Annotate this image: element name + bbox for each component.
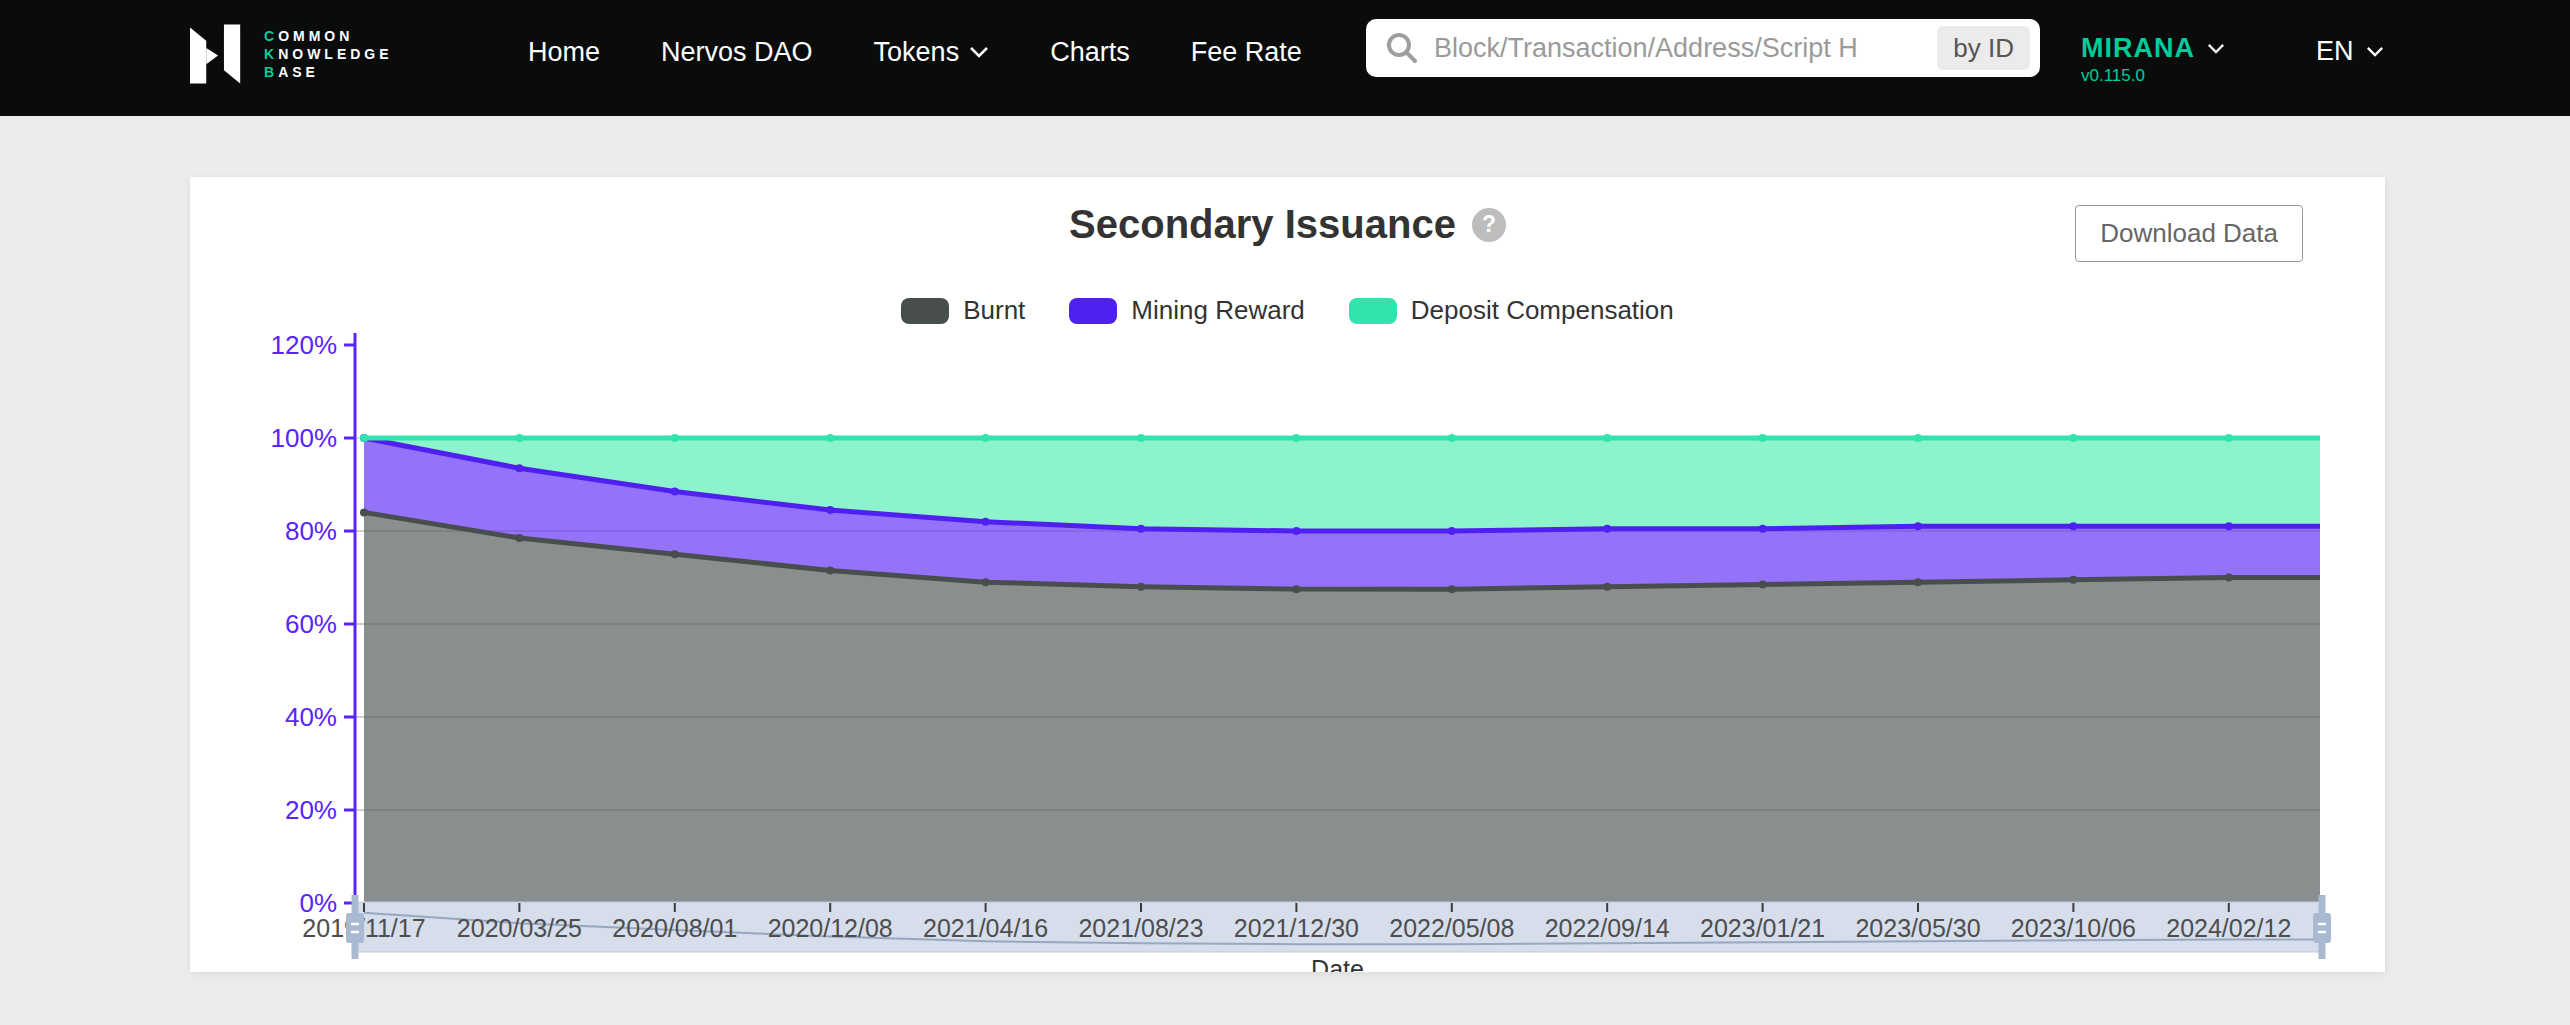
point-deposit-compensation: [1914, 434, 1922, 442]
search-by-id-button[interactable]: by ID: [1937, 26, 2030, 70]
point-deposit-compensation: [360, 434, 368, 442]
x-axis-label: 2020/12/08: [768, 914, 893, 942]
point-deposit-compensation: [1292, 434, 1300, 442]
point-mining-reward: [1137, 525, 1145, 533]
point-deposit-compensation: [982, 434, 990, 442]
search-input[interactable]: [1434, 33, 1937, 64]
network-name: MIRANA: [2081, 33, 2195, 64]
nav-link-fee-rate-label: Fee Rate: [1191, 37, 1302, 68]
nav-link-nervos-dao[interactable]: Nervos DAO: [661, 37, 813, 68]
point-mining-reward: [1914, 522, 1922, 530]
x-axis-label: 2022/05/08: [1389, 914, 1514, 942]
point-deposit-compensation: [1448, 434, 1456, 442]
point-mining-reward: [671, 487, 679, 495]
nav-link-home-label: Home: [528, 37, 600, 68]
point-deposit-compensation: [826, 434, 834, 442]
point-mining-reward: [2225, 522, 2233, 530]
point-burnt: [1137, 583, 1145, 591]
nav-link-nervos-dao-label: Nervos DAO: [661, 37, 813, 68]
x-axis-title: Date: [1311, 955, 1364, 972]
x-axis-label: 2023/01/21: [1700, 914, 1825, 942]
network-version: v0.115.0: [2081, 66, 2225, 86]
y-axis-label: 20%: [285, 795, 337, 825]
chart-card: Secondary Issuance ? Download Data Burnt…: [190, 177, 2385, 972]
y-axis-label: 40%: [285, 702, 337, 732]
point-mining-reward: [826, 506, 834, 514]
x-axis-label: 2020/03/25: [457, 914, 582, 942]
x-axis-label: 2023/05/30: [1855, 914, 1980, 942]
nav-link-charts-label: Charts: [1050, 37, 1130, 68]
x-axis-label: 2023/10/06: [2011, 914, 2136, 942]
point-mining-reward: [1759, 525, 1767, 533]
point-burnt: [982, 578, 990, 586]
point-burnt: [826, 567, 834, 575]
logo-text: COMMON KNOWLEDGE BASE: [264, 28, 393, 80]
y-axis-label: 60%: [285, 609, 337, 639]
search-bar[interactable]: by ID: [1366, 19, 2040, 77]
point-deposit-compensation: [671, 434, 679, 442]
point-burnt: [671, 550, 679, 558]
chevron-down-icon: [2366, 46, 2384, 57]
ckb-logo-icon: [190, 24, 252, 84]
x-axis-label: 2024/02/12: [2166, 914, 2291, 942]
y-axis-label: 100%: [271, 423, 338, 453]
x-axis-label: 2022/09/14: [1545, 914, 1670, 942]
point-deposit-compensation: [1603, 434, 1611, 442]
point-mining-reward: [2069, 522, 2077, 530]
chevron-down-icon: [969, 46, 989, 58]
point-burnt: [515, 534, 523, 542]
point-mining-reward: [1603, 525, 1611, 533]
network-selector[interactable]: MIRANA v0.115.0: [2081, 33, 2225, 86]
point-burnt: [1603, 583, 1611, 591]
point-mining-reward: [982, 518, 990, 526]
point-burnt: [360, 508, 368, 516]
search-icon: [1384, 30, 1420, 66]
point-deposit-compensation: [515, 434, 523, 442]
point-burnt: [1759, 580, 1767, 588]
nav-link-tokens[interactable]: Tokens: [874, 37, 990, 68]
point-deposit-compensation: [1137, 434, 1145, 442]
point-deposit-compensation: [2225, 434, 2233, 442]
logo[interactable]: COMMON KNOWLEDGE BASE: [190, 24, 393, 84]
x-axis-label: 2020/08/01: [612, 914, 737, 942]
point-deposit-compensation: [2069, 434, 2077, 442]
point-deposit-compensation: [1759, 434, 1767, 442]
point-burnt: [1448, 585, 1456, 593]
y-axis-label: 80%: [285, 516, 337, 546]
point-burnt: [2069, 576, 2077, 584]
point-burnt: [1914, 578, 1922, 586]
point-burnt: [2225, 574, 2233, 582]
x-axis-label: 2021/04/16: [923, 914, 1048, 942]
y-axis-label: 120%: [271, 330, 338, 360]
navbar: COMMON KNOWLEDGE BASE Home Nervos DAO To…: [0, 0, 2570, 116]
point-mining-reward: [1292, 527, 1300, 535]
nav-links: Home Nervos DAO Tokens Charts Fee Rate: [528, 0, 1302, 104]
nav-link-home[interactable]: Home: [528, 37, 600, 68]
point-mining-reward: [515, 464, 523, 472]
x-axis-label: 2021/08/23: [1078, 914, 1203, 942]
secondary-issuance-chart: 0%20%40%60%80%100%120%2019/11/172020/03/…: [190, 177, 2385, 972]
point-burnt: [1292, 585, 1300, 593]
chevron-down-icon: [2207, 43, 2225, 54]
language-label: EN: [2316, 36, 2354, 67]
x-axis-label: 2021/12/30: [1234, 914, 1359, 942]
nav-link-charts[interactable]: Charts: [1050, 37, 1130, 68]
nav-link-fee-rate[interactable]: Fee Rate: [1191, 37, 1302, 68]
point-mining-reward: [1448, 527, 1456, 535]
nav-link-tokens-label: Tokens: [874, 37, 960, 68]
language-selector[interactable]: EN: [2316, 36, 2384, 67]
